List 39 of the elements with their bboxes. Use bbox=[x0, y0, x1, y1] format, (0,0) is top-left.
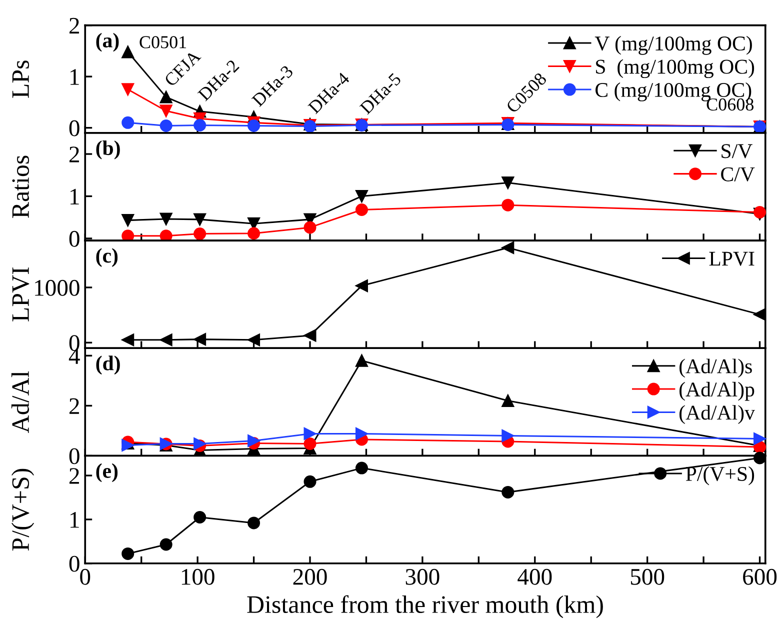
y-tick-label: 1000 bbox=[35, 280, 80, 296]
x-tick-label: 300 bbox=[406, 568, 440, 585]
y-tick-label: 0 bbox=[69, 230, 80, 247]
annotation: (d) bbox=[96, 356, 120, 375]
x-tick-label: 400 bbox=[518, 568, 552, 585]
y-axis-title: Ad/Al bbox=[11, 371, 30, 433]
y-tick-label: 2 bbox=[70, 18, 79, 34]
x-tick-label: 500 bbox=[630, 568, 664, 585]
legend-label: (Ad/Al)v bbox=[680, 405, 755, 424]
y-tick-label: 0 bbox=[69, 448, 80, 464]
y-axis-title: LPVI bbox=[12, 267, 30, 322]
legend-label: S/V bbox=[722, 144, 752, 158]
y-axis-title: LPs bbox=[12, 60, 30, 98]
y-axis-title: P/(V+S) bbox=[11, 468, 34, 551]
y-tick-label: 2 bbox=[70, 146, 79, 162]
y-tick-label: 1 bbox=[70, 512, 79, 528]
y-axis-title: Ratios bbox=[12, 156, 30, 218]
legend-label: C/V bbox=[721, 167, 755, 182]
annotation: (b) bbox=[96, 140, 120, 160]
y-tick-label: 1 bbox=[70, 188, 79, 204]
legend-label: V (mg/100mg OC) bbox=[594, 36, 752, 55]
legend-label: (Ad/Al)p bbox=[680, 382, 754, 401]
y-tick-label: 2 bbox=[70, 398, 79, 414]
legend-label: (Ad/Al)s bbox=[680, 358, 752, 378]
annotation: (e) bbox=[96, 463, 118, 482]
y-tick-label: 0 bbox=[69, 556, 80, 572]
annotation: (c) bbox=[96, 248, 118, 267]
y-tick-label: 1 bbox=[70, 69, 79, 85]
x-tick-label: 200 bbox=[293, 568, 327, 585]
annotation: C0501 bbox=[140, 36, 186, 48]
legend-label: S (mg/100mg OC) bbox=[596, 59, 754, 78]
legend-label: P/(V+S) bbox=[686, 466, 754, 486]
legend-label: LPVI bbox=[709, 252, 754, 266]
y-tick-label: 2 bbox=[70, 468, 79, 484]
y-tick-label: 0 bbox=[69, 120, 80, 136]
x-axis-title: Distance from the river mouth (km) bbox=[247, 595, 603, 618]
x-tick-label: 100 bbox=[182, 568, 214, 585]
annotation: (a) bbox=[96, 32, 119, 52]
x-tick-label: 600 bbox=[743, 568, 777, 585]
